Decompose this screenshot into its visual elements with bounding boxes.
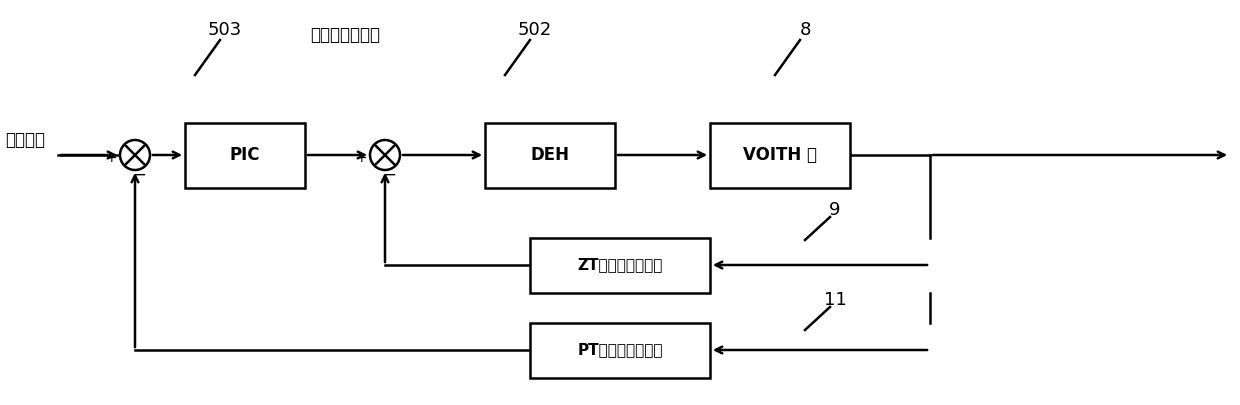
Bar	[529, 322, 711, 377]
Text: 503: 503	[208, 21, 242, 39]
Text: +: +	[105, 151, 117, 165]
Text: PIC: PIC	[229, 146, 260, 164]
Bar	[529, 237, 711, 292]
Text: 11: 11	[823, 291, 847, 309]
Text: −: −	[133, 166, 146, 184]
Text: 8: 8	[800, 21, 811, 39]
Bar	[711, 122, 849, 188]
Text: +: +	[355, 151, 367, 165]
Text: DEH: DEH	[531, 146, 569, 164]
Text: 计算的给定开度: 计算的给定开度	[310, 26, 379, 44]
Circle shape	[120, 140, 150, 170]
Circle shape	[370, 140, 401, 170]
Text: 给定压力: 给定压力	[5, 131, 45, 149]
Bar	[185, 122, 305, 188]
Text: PT（压力变送器）: PT（压力变送器）	[578, 343, 662, 358]
Text: VOITH 阀: VOITH 阀	[743, 146, 817, 164]
Text: 9: 9	[830, 201, 841, 219]
Text: 502: 502	[518, 21, 552, 39]
Text: −: −	[382, 166, 396, 184]
Text: ZT（阀位变送器）: ZT（阀位变送器）	[578, 258, 662, 273]
Bar	[485, 122, 615, 188]
